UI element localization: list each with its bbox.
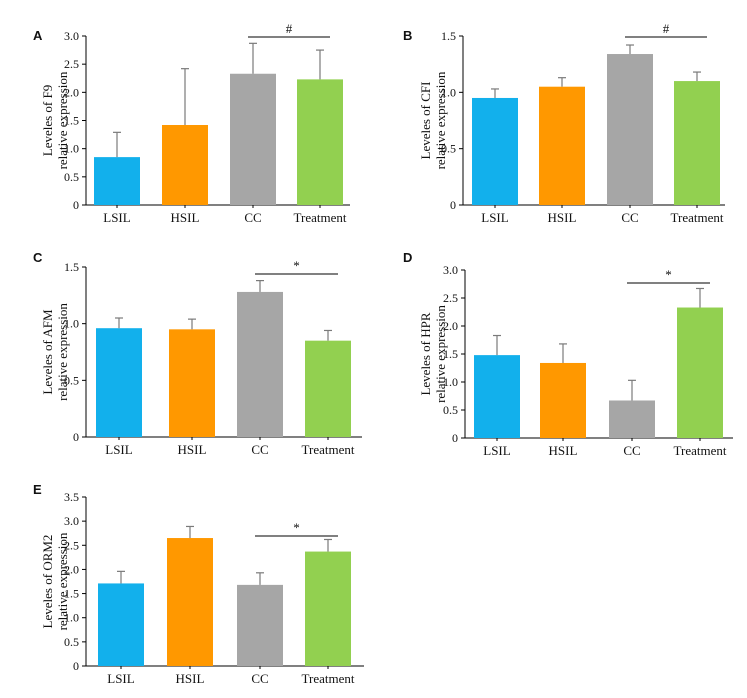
- bar-b-lsil: [472, 97, 518, 205]
- bar-e-treatment: [305, 551, 351, 666]
- category-label-c-treatment: Treatment: [302, 442, 355, 457]
- category-label-c-lsil: LSIL: [105, 442, 133, 457]
- panel-b: B Leveles of CFI relative expression 0 0.5 1.…: [403, 21, 725, 225]
- y-tick-label-a-0: 0: [73, 198, 79, 212]
- y-axis-label-b-0: Leveles of CFI: [418, 82, 433, 160]
- bar-c-lsil: [96, 328, 142, 437]
- bar-c-hsil: [169, 329, 215, 437]
- bar-e-hsil: [167, 538, 213, 666]
- y-tick-label-d-4: 2.0: [443, 319, 458, 333]
- y-tick-label-a-1: 0.5: [64, 170, 79, 184]
- y-axis-label-c-1: relative expression: [55, 303, 70, 401]
- y-axis-label-c-0: Leveles of AFM: [40, 309, 55, 395]
- panel-d: D Leveles of HPR relative expression 0 0.5 1.…: [403, 250, 733, 458]
- bar-a-hsil: [162, 125, 208, 205]
- significance-marker-c: *: [293, 258, 300, 273]
- y-tick-label-a-4: 2.0: [64, 85, 79, 99]
- category-label-b-hsil: HSIL: [548, 210, 577, 225]
- y-tick-label-e-4: 2.0: [64, 562, 79, 576]
- y-axis-label-b-1: relative expression: [433, 71, 448, 169]
- category-label-e-hsil: HSIL: [176, 671, 205, 686]
- y-tick-label-c-0: 0: [73, 430, 79, 444]
- y-tick-label-a-5: 2.5: [64, 57, 79, 71]
- y-axis-label-d-0: Leveles of HPR: [418, 312, 433, 395]
- category-label-b-lsil: LSIL: [481, 210, 509, 225]
- bar-b-treatment: [674, 81, 720, 205]
- panel-letter-d: D: [403, 250, 412, 265]
- category-label-a-lsil: LSIL: [103, 210, 131, 225]
- category-label-b-cc: CC: [621, 210, 638, 225]
- y-tick-label-c-1: 0.5: [64, 373, 79, 387]
- category-label-d-lsil: LSIL: [483, 443, 511, 458]
- panel-a: A Leveles of F9 relative expression 0 0.5 1.0…: [33, 21, 350, 225]
- y-tick-label-c-3: 1.5: [64, 260, 79, 274]
- bar-a-cc: [230, 73, 276, 205]
- bar-d-treatment: [677, 307, 723, 438]
- y-tick-label-d-5: 2.5: [443, 291, 458, 305]
- panel-e: E Leveles of ORM2 relative expression 0 0.5 1…: [33, 482, 364, 686]
- category-label-c-hsil: HSIL: [178, 442, 207, 457]
- panel-letter-c: C: [33, 250, 43, 265]
- category-label-e-cc: CC: [251, 671, 268, 686]
- bar-c-treatment: [305, 340, 351, 437]
- y-tick-label-a-2: 1.0: [64, 142, 79, 156]
- bar-b-cc: [607, 54, 653, 205]
- y-tick-label-e-6: 3.0: [64, 514, 79, 528]
- y-tick-label-e-3: 1.5: [64, 587, 79, 601]
- y-tick-label-d-0: 0: [452, 431, 458, 445]
- y-tick-label-b-2: 1.0: [441, 85, 456, 99]
- bar-c-cc: [237, 291, 283, 437]
- panel-letter-e: E: [33, 482, 42, 497]
- panel-letter-b: B: [403, 28, 412, 43]
- bar-a-lsil: [94, 157, 140, 205]
- category-label-c-cc: CC: [251, 442, 268, 457]
- bar-a-treatment: [297, 79, 343, 205]
- y-tick-label-e-5: 2.5: [64, 538, 79, 552]
- panel-c: C Leveles of AFM relative expression 0 0.5 1.…: [33, 250, 362, 457]
- category-label-d-treatment: Treatment: [674, 443, 727, 458]
- bar-d-lsil: [474, 355, 520, 438]
- category-label-e-lsil: LSIL: [107, 671, 135, 686]
- category-label-a-cc: CC: [244, 210, 261, 225]
- y-tick-label-e-0: 0: [73, 659, 79, 673]
- y-axis-label-a-1: relative expression: [55, 71, 70, 169]
- bar-e-lsil: [98, 583, 144, 666]
- panel-letter-a: A: [33, 28, 43, 43]
- y-tick-label-b-0: 0: [450, 198, 456, 212]
- y-axis-label-a-0: Leveles of F9: [40, 85, 55, 156]
- y-tick-label-d-3: 1.5: [443, 347, 458, 361]
- significance-marker-a: #: [286, 21, 293, 36]
- y-tick-label-e-2: 1.0: [64, 611, 79, 625]
- bar-b-hsil: [539, 86, 585, 205]
- y-tick-label-b-3: 1.5: [441, 29, 456, 43]
- category-label-a-treatment: Treatment: [294, 210, 347, 225]
- category-label-a-hsil: HSIL: [171, 210, 200, 225]
- y-tick-label-e-7: 3.5: [64, 490, 79, 504]
- category-label-d-cc: CC: [623, 443, 640, 458]
- y-axis-label-d-1: relative expression: [433, 305, 448, 403]
- y-tick-label-d-6: 3.0: [443, 263, 458, 277]
- y-tick-label-b-1: 0.5: [441, 142, 456, 156]
- y-tick-label-d-2: 1.0: [443, 375, 458, 389]
- significance-marker-e: *: [293, 520, 300, 535]
- category-label-b-treatment: Treatment: [671, 210, 724, 225]
- category-label-e-treatment: Treatment: [302, 671, 355, 686]
- y-tick-label-d-1: 0.5: [443, 403, 458, 417]
- bar-e-cc: [237, 584, 283, 666]
- y-tick-label-a-3: 1.5: [64, 114, 79, 128]
- y-axis-label-e-0: Leveles of ORM2: [40, 535, 55, 629]
- bar-d-cc: [609, 400, 655, 438]
- bar-d-hsil: [540, 362, 586, 438]
- y-axis-label-e-1: relative expression: [55, 532, 70, 630]
- significance-marker-b: #: [663, 21, 670, 36]
- category-label-d-hsil: HSIL: [549, 443, 578, 458]
- y-tick-label-a-6: 3.0: [64, 29, 79, 43]
- y-tick-label-c-2: 1.0: [64, 317, 79, 331]
- significance-marker-d: *: [665, 267, 672, 282]
- y-tick-label-e-1: 0.5: [64, 635, 79, 649]
